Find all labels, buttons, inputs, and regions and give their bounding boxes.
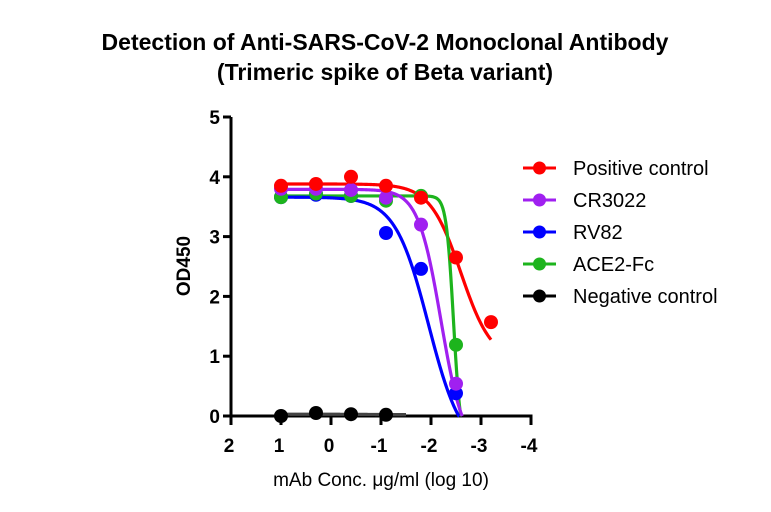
y-tick-label: 5 bbox=[209, 108, 220, 129]
legend-marker bbox=[533, 225, 546, 239]
legend-label: ACE2-Fc bbox=[573, 254, 654, 276]
data-point-positive-control bbox=[309, 176, 323, 191]
legend-item: RV82 bbox=[523, 222, 623, 244]
data-point-positive-control bbox=[449, 250, 463, 265]
x-tick-label: -1 bbox=[371, 436, 388, 457]
legend-label: Negative control bbox=[573, 286, 718, 308]
fit-curve-cr3022 bbox=[280, 187, 464, 417]
y-tick-label: 0 bbox=[209, 407, 220, 428]
data-points bbox=[274, 169, 498, 423]
x-tick-label: 0 bbox=[324, 436, 335, 457]
legend-item: Positive control bbox=[523, 158, 709, 180]
legend-item: CR3022 bbox=[523, 190, 646, 212]
fit-curve-rv82 bbox=[280, 195, 461, 418]
data-point-negative-control bbox=[379, 407, 393, 422]
data-point-cr3022 bbox=[344, 182, 358, 197]
legend-marker bbox=[533, 161, 546, 175]
data-point-rv82 bbox=[414, 261, 428, 276]
x-tick-label: -3 bbox=[471, 436, 488, 457]
data-point-cr3022 bbox=[379, 190, 393, 205]
data-point-cr3022 bbox=[414, 217, 428, 232]
data-point-rv82 bbox=[379, 226, 393, 241]
chart-subtitle: (Trimeric spike of Beta variant) bbox=[217, 59, 553, 85]
data-point-ace2-fc bbox=[449, 337, 463, 352]
legend-label: CR3022 bbox=[573, 190, 646, 212]
data-point-positive-control bbox=[414, 190, 428, 205]
axes: 0 1 2 3 4 5 2 1 0 -1 -2 -3 -4 bbox=[209, 108, 537, 457]
data-point-positive-control bbox=[484, 315, 498, 330]
data-point-negative-control bbox=[309, 406, 323, 421]
chart-title: Detection of Anti-SARS-CoV-2 Monoclonal … bbox=[102, 29, 669, 55]
x-axis-label: mAb Conc. μg/ml (log 10) bbox=[273, 470, 489, 491]
y-tick-label: 2 bbox=[209, 287, 220, 308]
legend-label: Positive control bbox=[573, 158, 709, 180]
legend-label: RV82 bbox=[573, 222, 623, 244]
data-point-positive-control bbox=[379, 178, 393, 193]
legend-marker bbox=[533, 193, 546, 207]
x-tick-label: 2 bbox=[224, 436, 235, 457]
y-tick-label: 1 bbox=[209, 347, 220, 368]
x-tick-label: -2 bbox=[421, 436, 438, 457]
legend-item: Negative control bbox=[523, 286, 718, 308]
x-tick-label: -4 bbox=[521, 436, 538, 457]
data-point-negative-control bbox=[274, 409, 288, 423]
y-tick-label: 3 bbox=[209, 228, 220, 249]
data-point-positive-control bbox=[344, 169, 358, 184]
y-tick-label: 4 bbox=[209, 168, 220, 189]
data-point-cr3022 bbox=[449, 376, 463, 391]
legend: Positive control CR3022 RV82 ACE2-Fc Negativ… bbox=[523, 158, 718, 308]
data-point-negative-control bbox=[344, 407, 358, 422]
legend-marker bbox=[533, 289, 546, 303]
data-point-positive-control bbox=[274, 178, 288, 193]
fit-curve-ace2-fc bbox=[280, 194, 463, 417]
data-point-rv82 bbox=[449, 386, 463, 401]
legend-item: ACE2-Fc bbox=[523, 254, 654, 276]
x-tick-label: 1 bbox=[274, 436, 285, 457]
legend-marker bbox=[533, 257, 546, 271]
y-axis-label: OD450 bbox=[174, 236, 195, 296]
